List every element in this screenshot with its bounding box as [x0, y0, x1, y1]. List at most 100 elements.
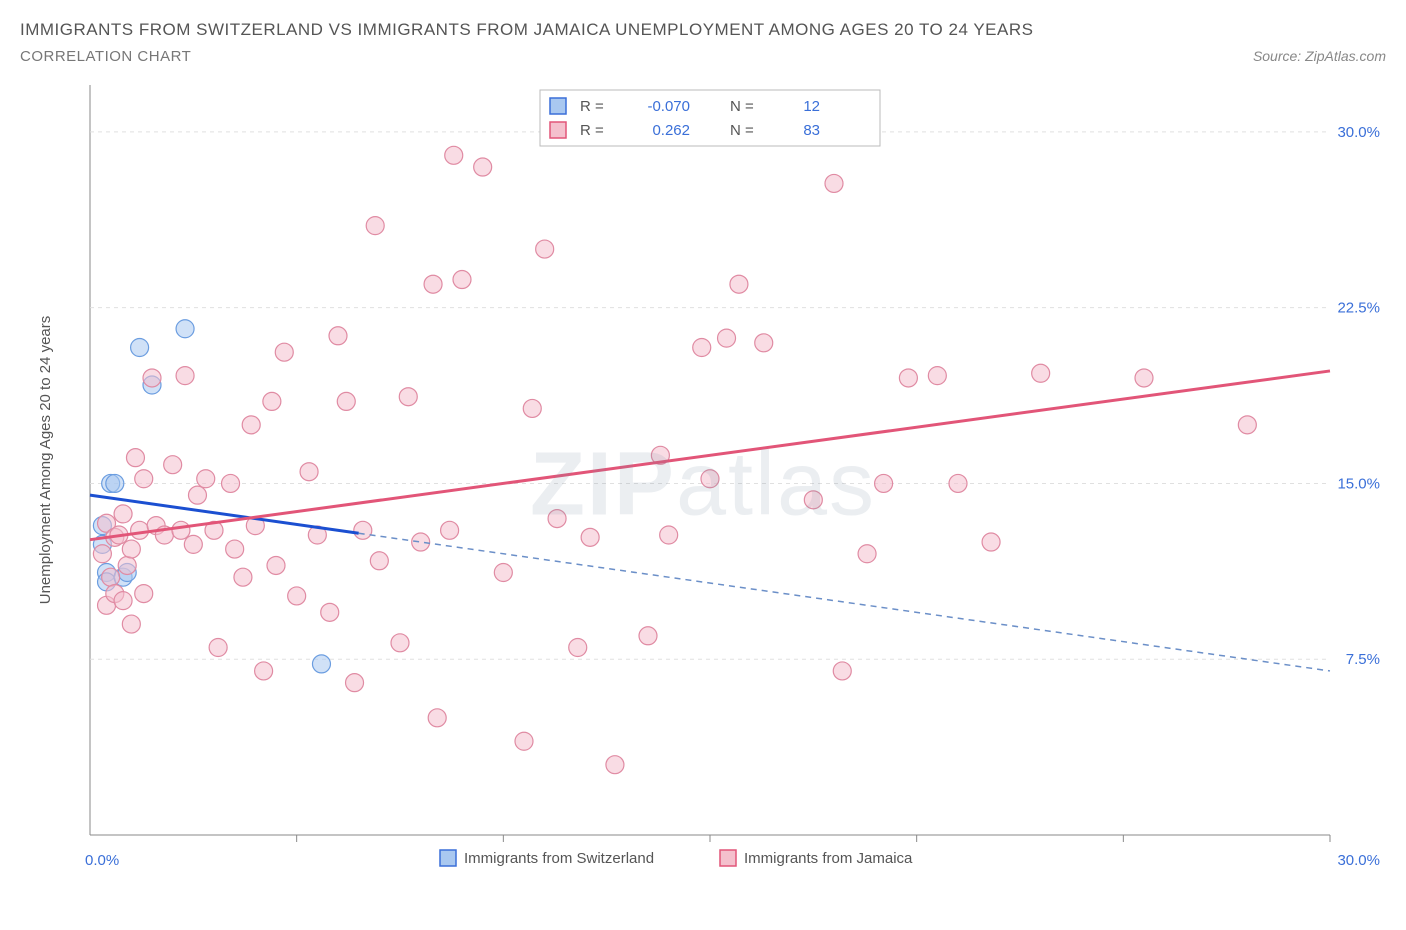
jamaica-point	[209, 639, 227, 657]
jamaica-point	[114, 592, 132, 610]
svg-text:22.5%: 22.5%	[1337, 300, 1380, 317]
jamaica-point	[176, 367, 194, 385]
jamaica-point	[114, 505, 132, 523]
jamaica-point	[126, 449, 144, 467]
jamaica-point	[242, 416, 260, 434]
jamaica-point	[222, 474, 240, 492]
jamaica-point	[366, 217, 384, 235]
jamaica-point	[102, 568, 120, 586]
jamaica-point	[833, 662, 851, 680]
jamaica-point	[639, 627, 657, 645]
jamaica-point	[701, 470, 719, 488]
jamaica-point	[494, 564, 512, 582]
jamaica-point	[143, 369, 161, 387]
jamaica-point	[804, 491, 822, 509]
jamaica-point	[445, 146, 463, 164]
jamaica-point	[515, 732, 533, 750]
jamaica-point	[825, 174, 843, 192]
jamaica-point	[858, 545, 876, 563]
jamaica-point	[321, 603, 339, 621]
subtitle-row: CORRELATION CHART Source: ZipAtlas.com	[20, 48, 1386, 65]
jamaica-point	[164, 456, 182, 474]
jamaica-point	[131, 521, 149, 539]
jamaica-point	[197, 470, 215, 488]
jamaica-point	[755, 334, 773, 352]
jamaica-point	[93, 545, 111, 563]
jamaica-point	[1238, 416, 1256, 434]
jamaica-point	[982, 533, 1000, 551]
jamaica-point	[135, 585, 153, 603]
jamaica-point	[188, 486, 206, 504]
jamaica-point	[354, 521, 372, 539]
jamaica-point	[118, 556, 136, 574]
jamaica-point	[693, 339, 711, 357]
chart-svg: 7.5% 15.0% 22.5% 30.0% 0.0% 30.0% Unemployment…	[20, 75, 1386, 895]
jamaica-point	[474, 158, 492, 176]
svg-text:30.0%: 30.0%	[1337, 852, 1380, 869]
jamaica-point	[523, 399, 541, 417]
stats-swatch	[550, 122, 566, 138]
svg-text:R =: R =	[580, 122, 604, 139]
jamaica-point	[234, 568, 252, 586]
jamaica-point	[275, 343, 293, 361]
legend-label: Immigrants from Jamaica	[744, 850, 913, 867]
jamaica-point	[441, 521, 459, 539]
jamaica-point	[300, 463, 318, 481]
correlation-chart: 7.5% 15.0% 22.5% 30.0% 0.0% 30.0% Unemployment…	[20, 75, 1386, 895]
jamaica-point	[370, 552, 388, 570]
switzerland-point	[176, 320, 194, 338]
jamaica-point	[1135, 369, 1153, 387]
svg-text:R =: R =	[580, 98, 604, 115]
svg-text:0.0%: 0.0%	[85, 852, 119, 869]
jamaica-point	[412, 533, 430, 551]
jamaica-point	[122, 615, 140, 633]
jamaica-point	[184, 535, 202, 553]
stats-swatch	[550, 98, 566, 114]
jamaica-point	[453, 271, 471, 289]
svg-text:12: 12	[803, 98, 820, 115]
jamaica-point	[172, 521, 190, 539]
jamaica-point	[581, 528, 599, 546]
page-subtitle: CORRELATION CHART	[20, 48, 191, 65]
legend-swatch	[720, 850, 736, 866]
switzerland-point	[131, 339, 149, 357]
jamaica-point	[135, 470, 153, 488]
svg-text:-0.070: -0.070	[647, 98, 690, 115]
jamaica-point	[226, 540, 244, 558]
source-attribution: Source: ZipAtlas.com	[1253, 48, 1386, 64]
jamaica-point	[730, 275, 748, 293]
jamaica-point	[548, 510, 566, 528]
jamaica-point	[1032, 364, 1050, 382]
jamaica-point	[949, 474, 967, 492]
jamaica-point	[718, 329, 736, 347]
jamaica-point	[337, 392, 355, 410]
jamaica-point	[267, 556, 285, 574]
jamaica-point	[928, 367, 946, 385]
jamaica-point	[660, 526, 678, 544]
svg-text:7.5%: 7.5%	[1346, 651, 1380, 668]
legend-label: Immigrants from Switzerland	[464, 850, 654, 867]
jamaica-point	[899, 369, 917, 387]
jamaica-point	[346, 674, 364, 692]
jamaica-point	[424, 275, 442, 293]
switzerland-point	[312, 655, 330, 673]
jamaica-point	[255, 662, 273, 680]
svg-text:N =: N =	[730, 98, 754, 115]
jamaica-point	[428, 709, 446, 727]
svg-text:30.0%: 30.0%	[1337, 124, 1380, 141]
jamaica-point	[122, 540, 140, 558]
switzerland-point	[106, 474, 124, 492]
jamaica-point	[263, 392, 281, 410]
jamaica-point	[288, 587, 306, 605]
jamaica-point	[569, 639, 587, 657]
svg-text:Unemployment Among Ages 20 to: Unemployment Among Ages 20 to 24 years	[37, 316, 54, 605]
svg-text:N =: N =	[730, 122, 754, 139]
svg-text:0.262: 0.262	[652, 122, 690, 139]
jamaica-point	[606, 756, 624, 774]
jamaica-point	[329, 327, 347, 345]
jamaica-point	[399, 388, 417, 406]
svg-text:15.0%: 15.0%	[1337, 475, 1380, 492]
page-title: IMMIGRANTS FROM SWITZERLAND VS IMMIGRANT…	[20, 20, 1386, 40]
svg-text:83: 83	[803, 122, 820, 139]
jamaica-point	[875, 474, 893, 492]
